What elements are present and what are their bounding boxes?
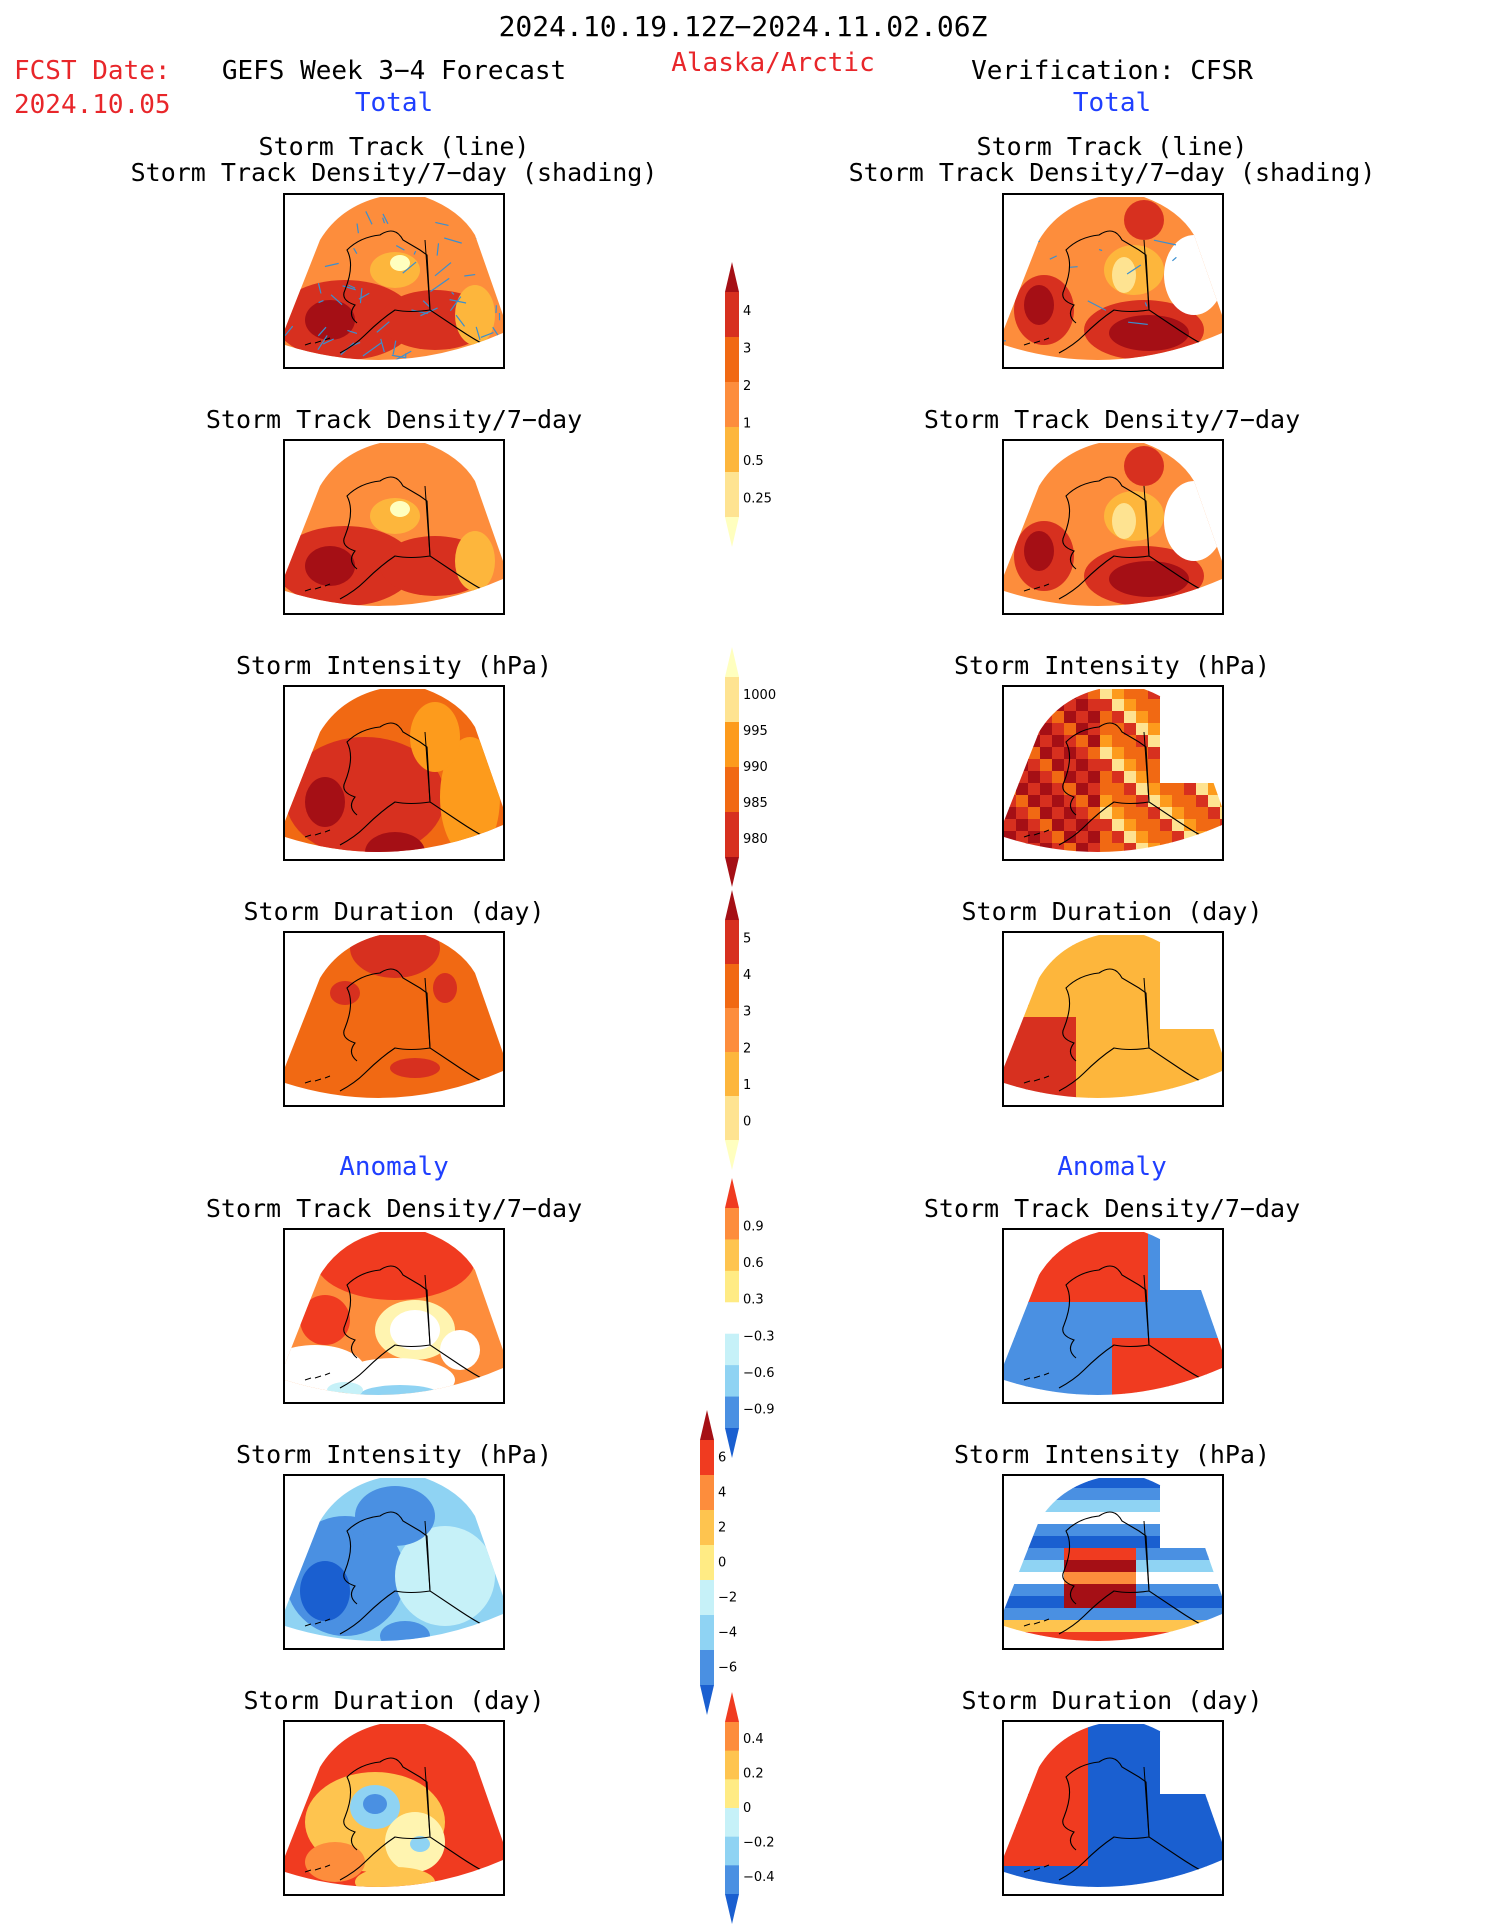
colorbar-density: 4 3 2 1 0.5 0.25 xyxy=(715,262,785,547)
colorbar-label: −6 xyxy=(718,1661,737,1676)
left-anom-intensity-title: Storm Intensity (hPa) xyxy=(236,1440,552,1469)
right-anom-density-title: Storm Track Density/7−day xyxy=(924,1194,1300,1223)
colorbar-label: −0.6 xyxy=(743,1366,775,1381)
colorbar-label: 985 xyxy=(743,796,768,811)
colorbar-label: 5 xyxy=(743,931,751,946)
colorbar-label: 1 xyxy=(743,1078,751,1093)
colorbar-label: 980 xyxy=(743,832,768,847)
right-intensity-title: Storm Intensity (hPa) xyxy=(954,651,1270,680)
left-track-shading-title: Storm Track Density/7−day (shading) xyxy=(131,158,658,187)
right-column-title: Verification: CFSR xyxy=(971,56,1253,86)
left-intensity-title: Storm Intensity (hPa) xyxy=(236,651,552,680)
colorbar-label: −0.4 xyxy=(743,1870,775,1885)
colorbar-label: 990 xyxy=(743,760,768,775)
colorbar-anom-intensity: 6 4 2 0 −2 −4 −6 xyxy=(690,1410,770,1715)
colorbar-duration: 5 4 3 2 1 0 xyxy=(715,890,785,1170)
colorbar-label: 0.9 xyxy=(743,1219,764,1234)
date-range-title: 2024.10.19.12Z−2024.11.02.06Z xyxy=(499,10,988,43)
colorbar-label: 2 xyxy=(743,1041,751,1056)
map-right-anom-duration xyxy=(1002,1720,1224,1896)
map-right-intensity xyxy=(1002,685,1224,861)
map-right-density xyxy=(1002,439,1224,615)
colorbar-label: 995 xyxy=(743,724,768,739)
colorbar-label: 3 xyxy=(743,1005,751,1020)
map-left-density xyxy=(283,439,505,615)
region-label: Alaska/Arctic xyxy=(671,48,875,78)
left-column-title: GEFS Week 3−4 Forecast xyxy=(222,56,566,86)
right-anom-duration-title: Storm Duration (day) xyxy=(961,1686,1262,1715)
left-density-title: Storm Track Density/7−day xyxy=(206,405,582,434)
colorbar-label: 2 xyxy=(743,379,751,394)
colorbar-label: −0.3 xyxy=(743,1329,775,1344)
left-track-line-title: Storm Track (line) xyxy=(259,132,530,161)
colorbar-label: −4 xyxy=(718,1626,737,1641)
colorbar-label: 3 xyxy=(743,341,751,356)
right-anom-intensity-title: Storm Intensity (hPa) xyxy=(954,1440,1270,1469)
right-total-label: Total xyxy=(1073,88,1151,118)
map-right-anom-intensity xyxy=(1002,1474,1224,1650)
colorbar-label: 1 xyxy=(743,416,751,431)
colorbar-label: 0.5 xyxy=(743,454,764,469)
colorbar-label: 4 xyxy=(743,968,751,983)
colorbar-label: 0.25 xyxy=(743,491,772,506)
colorbar-label: 4 xyxy=(743,304,751,319)
left-total-label: Total xyxy=(355,88,433,118)
left-anom-duration-title: Storm Duration (day) xyxy=(243,1686,544,1715)
map-left-anom-duration xyxy=(283,1720,505,1896)
map-left-anom-intensity xyxy=(283,1474,505,1650)
map-left-anom-density xyxy=(283,1228,505,1404)
colorbar-label: 0.4 xyxy=(743,1732,764,1747)
left-anom-density-title: Storm Track Density/7−day xyxy=(206,1194,582,1223)
fcst-date-value: 2024.10.05 xyxy=(14,90,171,120)
right-duration-title: Storm Duration (day) xyxy=(961,897,1262,926)
colorbar-label: 1000 xyxy=(743,688,776,703)
right-density-title: Storm Track Density/7−day xyxy=(924,405,1300,434)
map-left-storm-track xyxy=(283,193,505,369)
colorbar-label: 0 xyxy=(743,1801,751,1816)
colorbar-label: 6 xyxy=(718,1451,726,1466)
colorbar-label: −0.2 xyxy=(743,1835,775,1850)
map-left-intensity xyxy=(283,685,505,861)
right-track-shading-title: Storm Track Density/7−day (shading) xyxy=(849,158,1376,187)
colorbar-label: 4 xyxy=(718,1486,726,1501)
colorbar-intensity: 1000 995 990 985 980 xyxy=(715,647,785,887)
colorbar-label: 2 xyxy=(718,1521,726,1536)
right-anomaly-label: Anomaly xyxy=(1057,1152,1167,1182)
right-track-line-title: Storm Track (line) xyxy=(977,132,1248,161)
colorbar-label: 0.3 xyxy=(743,1293,764,1308)
colorbar-label: 0 xyxy=(718,1556,726,1571)
colorbar-label: 0.6 xyxy=(743,1256,764,1271)
colorbar-anom-duration: 0.4 0.2 0 −0.2 −0.4 xyxy=(715,1692,795,1924)
map-left-duration xyxy=(283,931,505,1107)
map-right-storm-track xyxy=(1002,193,1224,369)
left-anomaly-label: Anomaly xyxy=(339,1152,449,1182)
fcst-date-label: FCST Date: xyxy=(14,56,171,86)
colorbar-label: 0 xyxy=(743,1115,751,1130)
map-right-duration xyxy=(1002,931,1224,1107)
colorbar-label: −2 xyxy=(718,1591,737,1606)
colorbar-label: 0.2 xyxy=(743,1767,764,1782)
left-duration-title: Storm Duration (day) xyxy=(243,897,544,926)
map-right-anom-density xyxy=(1002,1228,1224,1404)
